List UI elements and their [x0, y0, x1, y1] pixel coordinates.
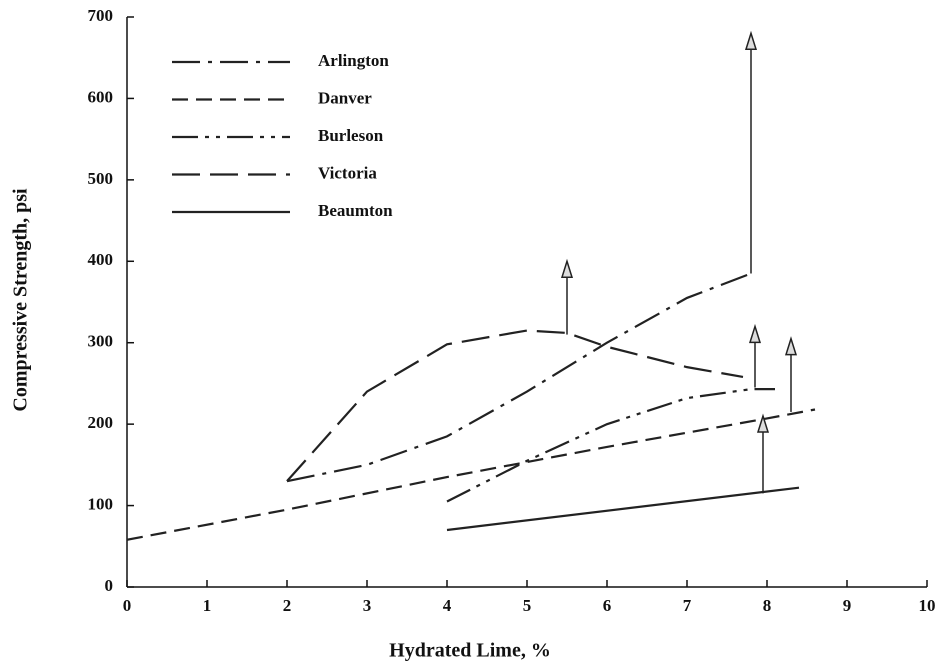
y-tick-label: 300 — [88, 332, 114, 351]
x-tick-label: 0 — [123, 596, 132, 615]
y-tick-label: 200 — [88, 413, 114, 432]
y-axis-title: Compressive Strength, psi — [10, 188, 32, 412]
arrow-head — [756, 413, 770, 433]
series-line — [446, 486, 800, 532]
arrow-head — [560, 258, 574, 279]
y-tick-label: 700 — [88, 6, 114, 25]
series-line — [126, 408, 816, 541]
legend-label: Beaumton — [318, 201, 393, 220]
x-tick-label: 7 — [683, 596, 692, 615]
x-tick-label: 1 — [203, 596, 212, 615]
y-tick-label: 100 — [88, 494, 114, 513]
x-tick-label: 9 — [843, 596, 852, 615]
arrow-head — [784, 336, 798, 356]
series-line — [446, 388, 775, 503]
arrow-head — [744, 30, 758, 51]
x-tick-label: 8 — [763, 596, 772, 615]
x-axis-title: Hydrated Lime, % — [389, 640, 551, 662]
arrow-head — [748, 323, 762, 344]
y-tick-label: 600 — [88, 87, 114, 106]
legend-label: Burleson — [318, 126, 384, 145]
x-tick-label: 10 — [919, 596, 936, 615]
y-tick-label: 400 — [88, 250, 114, 269]
x-tick-label: 4 — [443, 596, 452, 615]
series-line — [286, 329, 744, 482]
y-tick-label: 0 — [105, 576, 114, 595]
x-tick-label: 6 — [603, 596, 612, 615]
legend-label: Victoria — [318, 163, 377, 182]
legend-label: Danver — [318, 88, 372, 107]
x-tick-label: 2 — [283, 596, 292, 615]
series-line — [286, 272, 752, 483]
x-tick-label: 5 — [523, 596, 532, 615]
legend-label: Arlington — [318, 51, 389, 70]
x-tick-label: 3 — [363, 596, 372, 615]
y-tick-label: 500 — [88, 169, 114, 188]
